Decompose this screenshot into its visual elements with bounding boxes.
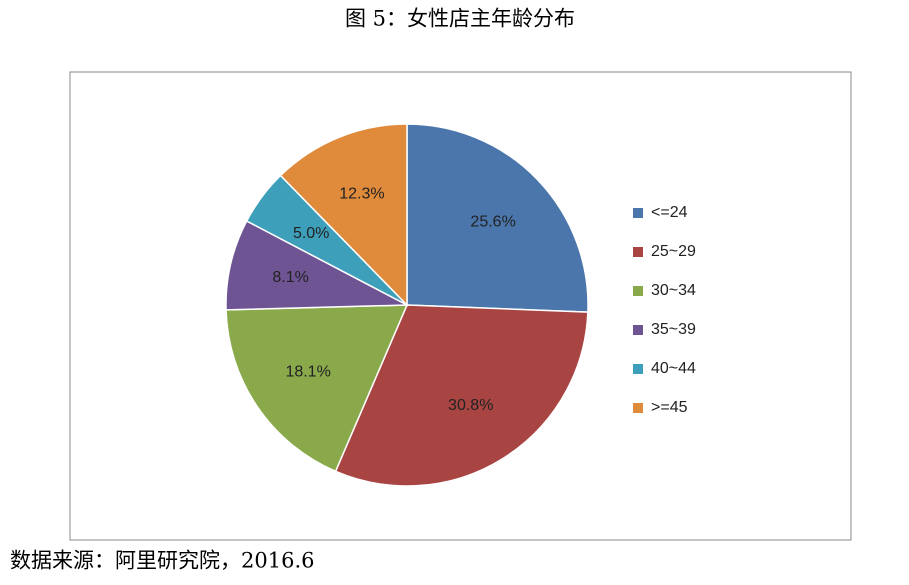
pie-slice <box>334 304 589 487</box>
legend-swatch <box>633 247 643 257</box>
data-label: 5.0% <box>293 225 329 242</box>
pie-slice <box>279 123 408 307</box>
legend-swatch <box>633 403 643 413</box>
data-label: 12.3% <box>339 186 384 203</box>
data-label: 30.8% <box>448 397 493 414</box>
data-label: 8.1% <box>272 269 308 286</box>
chart-title: 图 5：女性店主年龄分布 <box>345 7 575 31</box>
legend-label: 40~44 <box>651 360 696 377</box>
legend-swatch <box>633 286 643 296</box>
legend-label: >=45 <box>651 399 688 416</box>
pie-slice <box>406 123 589 313</box>
legend-label: 35~39 <box>651 321 696 338</box>
pie-slice <box>225 304 409 473</box>
legend-label: <=24 <box>651 204 688 221</box>
data-label: 25.6% <box>470 213 515 230</box>
legend-label: 30~34 <box>651 282 696 299</box>
legend-swatch <box>633 364 643 374</box>
data-label: 18.1% <box>285 363 330 380</box>
source-note: 数据来源：阿里研究院，2016.6 <box>10 549 314 573</box>
pie-slice <box>225 219 410 311</box>
legend-swatch <box>633 208 643 218</box>
legend-swatch <box>633 325 643 335</box>
legend-label: 25~29 <box>651 243 696 260</box>
